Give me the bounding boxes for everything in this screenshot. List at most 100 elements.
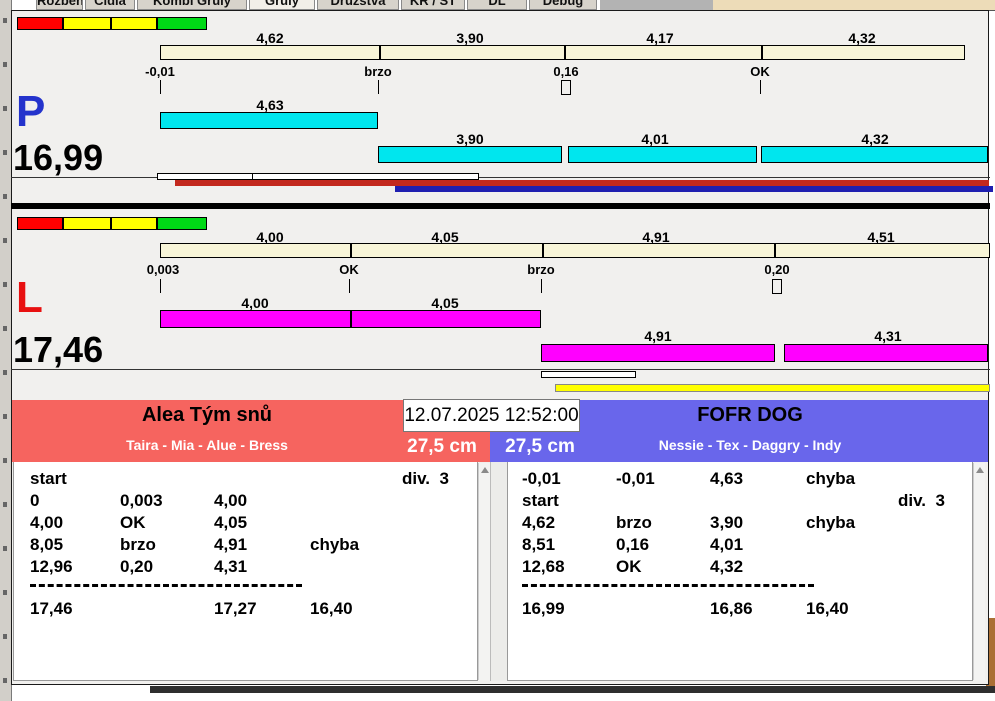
result-cell: 12,96	[30, 557, 73, 576]
result-cell: 4,31	[214, 557, 248, 576]
lane-p-run2-label: 4,01	[641, 131, 669, 147]
lane-l-light-green	[157, 217, 207, 230]
bar-divider	[350, 311, 352, 327]
division-label: div. 3	[898, 491, 945, 510]
lane-l-scale-label: 4,00	[256, 229, 284, 245]
lane-l-tick-label: OK	[339, 262, 359, 277]
tab-druzstva[interactable]: Družstva	[317, 0, 399, 10]
team-right-table-scrollbar[interactable]	[973, 463, 985, 680]
lane-l-light-yellow-2	[111, 217, 157, 230]
lane-p-run2-label: 4,32	[861, 131, 889, 147]
lane-l-run1-label: 4,05	[431, 295, 459, 311]
lane-p-red-progress-strip	[175, 180, 989, 186]
lane-p-baseline	[11, 177, 990, 178]
lane-divider-bar	[11, 203, 990, 209]
team-left-members: Taira - Mia - Alue - Bress	[126, 437, 288, 453]
result-cell: 8,51	[522, 535, 556, 554]
lane-p-blue-progress-strip	[395, 186, 993, 192]
total-clean: 16,86	[710, 599, 753, 618]
lane-l-run2-label: 4,31	[874, 328, 902, 344]
fault-label: chyba	[806, 469, 856, 488]
lane-p-letter: P	[16, 87, 46, 136]
lane-l-tick-label: brzo	[527, 262, 555, 277]
result-cell: 0	[30, 491, 40, 510]
tab-label: Družstva	[330, 0, 386, 8]
tab-label: DL	[488, 0, 506, 8]
total-time: 16,99	[522, 599, 565, 618]
tick-mark	[160, 80, 161, 94]
result-cell: 4,62	[522, 513, 556, 532]
result-cell: 8,05	[30, 535, 64, 554]
result-cell: -0,01	[522, 469, 561, 488]
sliver-marks	[3, 18, 7, 683]
scroll-up-icon[interactable]	[481, 467, 489, 473]
lane-l-tick-label: 0,003	[146, 262, 180, 277]
lane-p-light-green	[157, 17, 207, 30]
totals-separator	[30, 584, 302, 587]
strip-divider	[252, 174, 253, 179]
result-cell: 4,05	[214, 513, 248, 532]
scale-divider	[774, 244, 776, 257]
lane-p-scale-label: 4,32	[848, 30, 876, 46]
total-time: 17,46	[30, 599, 73, 618]
team-left-result-table: start div. 3 0 0,003 4,00 4,00 OK 4,05 8…	[13, 462, 478, 681]
result-cell: OK	[616, 557, 642, 576]
tab-cidla[interactable]: Čidla	[85, 0, 135, 10]
scroll-up-icon[interactable]	[976, 467, 984, 473]
tab-label: Debug	[542, 0, 584, 8]
titlebar-gray-strip	[600, 0, 713, 10]
scale-divider	[761, 46, 763, 59]
tick-mark	[160, 279, 161, 293]
tab-rozbeh[interactable]: Rozběh	[36, 0, 83, 10]
scale-divider	[542, 244, 544, 257]
tick-mark	[349, 279, 350, 293]
tab-kombi-gruly[interactable]: Kombi Gruly	[137, 0, 247, 10]
result-cell: 0,003	[120, 491, 163, 510]
tab-label: KR / ST	[409, 0, 457, 8]
lane-l-reference-scale	[160, 243, 990, 258]
lane-l-scale-label: 4,91	[642, 229, 670, 245]
result-cell: brzo	[616, 513, 652, 532]
scale-divider	[379, 46, 381, 59]
lane-p-tick-label: 0,16	[553, 64, 579, 79]
team-left-jump-height: 27,5 cm	[407, 436, 477, 457]
desktop-fragment-right	[986, 618, 995, 690]
lane-p-run1-label: 4,63	[256, 97, 284, 113]
team-right-name: FOFR DOG	[697, 404, 803, 426]
result-cell: 4,91	[214, 535, 248, 554]
lane-l-run2-bar-1	[541, 344, 775, 362]
lane-p-white-strip	[157, 173, 479, 180]
tick-mark	[541, 279, 542, 293]
lane-l-white-strip	[541, 371, 636, 378]
lane-l-letter: L	[16, 273, 43, 322]
lane-l-light-red	[17, 217, 63, 230]
tab-kr-st[interactable]: KR / ST	[401, 0, 465, 10]
lane-p-tick-label: -0,01	[145, 64, 175, 79]
lane-l-scale-label: 4,05	[431, 229, 459, 245]
lane-p-run2-label: 3,90	[456, 131, 484, 147]
lane-p-run2-bar-3	[761, 146, 988, 163]
datetime-display: 12.07.2025 12:52:00	[403, 399, 580, 432]
lane-p-light-yellow-2	[111, 17, 157, 30]
lane-p-scale-label: 4,62	[256, 30, 284, 46]
result-cell: 4,00	[30, 513, 64, 532]
lane-p-marker-box	[561, 80, 571, 95]
result-cell: 0,16	[616, 535, 650, 554]
tab-dl[interactable]: DL	[467, 0, 527, 10]
lane-p-total-time: 16,99	[13, 137, 104, 178]
lane-l-marker-box	[772, 279, 782, 294]
lane-l-light-yellow-1	[63, 217, 111, 230]
lane-l-baseline	[11, 369, 990, 370]
total-clean: 17,27	[214, 599, 257, 618]
total-best: 16,40	[310, 599, 353, 618]
result-cell: brzo	[120, 535, 156, 554]
fault-label: chyba	[806, 513, 856, 532]
tab-gruly[interactable]: Gruly	[249, 0, 315, 10]
tab-debug[interactable]: Debug	[529, 0, 597, 10]
team-right-result-table: -0,01 -0,01 4,63 chyba start div. 3 4,62…	[507, 462, 973, 681]
totals-separator	[522, 584, 814, 587]
team-left-table-scrollbar[interactable]	[478, 463, 490, 680]
tick-mark	[760, 80, 761, 94]
result-cell: 4,32	[710, 557, 744, 576]
